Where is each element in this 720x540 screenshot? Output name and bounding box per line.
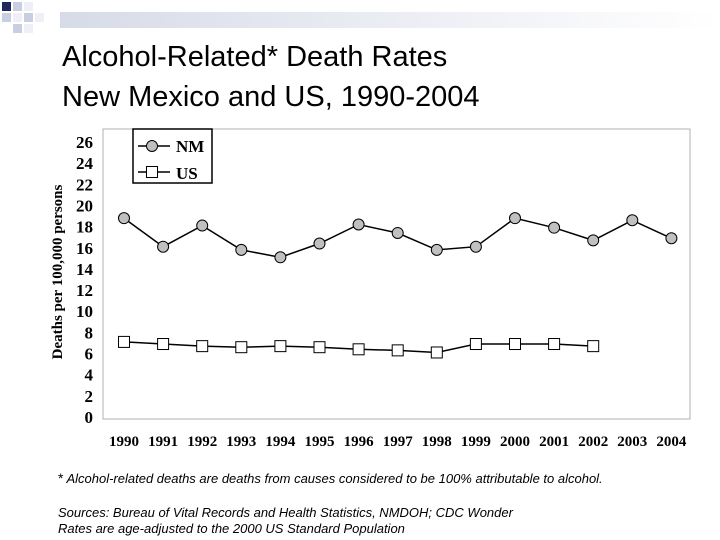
corner-decoration [2,2,720,33]
data-point-us-1996 [352,343,365,356]
data-point-nm-1999 [469,240,482,253]
x-tick-label: 1994 [265,434,296,450]
data-point-us-1994 [274,340,287,353]
y-tick-label: 22 [76,175,93,194]
data-point-us-1995 [313,341,326,354]
x-tick-label: 1991 [148,434,178,450]
data-point-nm-1995 [313,237,326,250]
data-point-us-1998 [430,346,443,359]
y-tick-label: 2 [85,387,94,406]
data-point-us-2002 [587,340,600,353]
legend-us-label: US [176,164,198,183]
sources-note: Sources: Bureau of Vital Records and Hea… [58,505,513,537]
data-point-us-1992 [196,340,209,353]
x-tick-label: 2004 [656,434,687,450]
data-point-us-1999 [469,338,482,351]
y-tick-label: 6 [85,345,94,364]
x-tick-label: 1995 [305,434,335,450]
x-tick-label: 2000 [500,434,530,450]
data-point-nm-2000 [509,212,521,225]
legend: NM US [132,128,213,184]
y-tick-label: 26 [76,133,93,152]
x-tick-label: 1997 [383,434,414,450]
y-tick-label: 4 [85,366,94,385]
data-point-nm-1998 [430,243,443,256]
data-point-nm-1996 [352,218,365,231]
data-point-us-1993 [235,341,248,354]
y-tick-label: 10 [76,302,93,321]
data-point-nm-1990 [118,212,130,225]
y-tick-label: 12 [76,281,93,300]
legend-nm-label: NM [176,137,204,156]
data-point-nm-2004 [665,232,678,245]
x-tick-label: 2001 [539,434,569,450]
sources-line-1: Sources: Bureau of Vital Records and Hea… [58,505,513,520]
x-tick-label: 1999 [461,434,491,450]
y-tick-label: 14 [76,260,94,279]
y-tick-label: 8 [85,323,94,342]
data-point-nm-1994 [274,251,287,264]
data-point-us-1990 [118,335,130,348]
data-point-nm-1992 [196,219,209,232]
data-point-us-1991 [157,338,170,351]
legend-nm-marker [146,140,158,152]
data-point-us-2000 [509,338,521,351]
y-tick-label: 18 [76,218,93,237]
data-point-nm-1993 [235,243,248,256]
data-point-nm-1997 [391,226,404,239]
x-tick-label: 1998 [422,434,452,450]
data-point-nm-2002 [587,234,600,247]
y-tick-label: 16 [76,239,93,258]
footnote: * Alcohol-related deaths are deaths from … [58,470,603,486]
x-tick-label: 1993 [226,434,256,450]
legend-us-marker [146,166,158,178]
sources-line-2: Rates are age-adjusted to the 2000 US St… [58,521,405,536]
footnote-marker: * [58,470,64,486]
x-tick-label: 2003 [617,434,647,450]
y-tick-label: 0 [85,408,94,427]
data-point-nm-1991 [157,240,170,253]
y-tick-label: 24 [76,154,94,173]
x-tick-label: 1992 [187,434,217,450]
x-tick-label: 1990 [109,434,139,450]
data-point-us-1997 [391,344,404,357]
slide-title-line-2: New Mexico and US, 1990-2004 [62,81,480,113]
y-axis-label: Deaths per 100,000 persons [50,184,66,359]
data-point-nm-2001 [548,221,561,234]
x-tick-label: 2002 [578,434,608,450]
y-tick-label: 20 [76,196,93,215]
x-tick-label: 1996 [344,434,375,450]
data-point-us-2001 [548,338,561,351]
slide-title-line-1: Alcohol-Related* Death Rates [62,41,448,73]
data-point-nm-2003 [626,214,639,227]
footnote-text: Alcohol-related deaths are deaths from c… [66,471,603,486]
